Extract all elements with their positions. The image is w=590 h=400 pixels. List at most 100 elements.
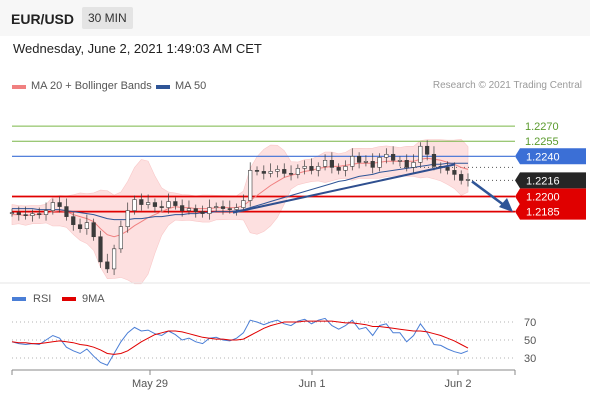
candle-body-53 — [370, 161, 375, 168]
candle-body-22 — [159, 206, 164, 208]
candle-body-60 — [418, 145, 423, 163]
candle-body-45 — [316, 166, 321, 171]
candle-body-27 — [193, 208, 198, 212]
candle-body-38 — [268, 171, 273, 174]
level-tag-3 — [515, 188, 586, 205]
legend-ma20-swatch — [12, 85, 26, 89]
candles-group — [9, 140, 471, 275]
candle-body-37 — [261, 171, 266, 174]
candle-body-61 — [425, 145, 430, 155]
candle-body-19 — [139, 199, 144, 205]
candle-body-40 — [282, 169, 287, 174]
candle-body-66 — [459, 174, 464, 181]
candle-body-20 — [146, 202, 151, 205]
x-tick-label-0: May 29 — [132, 378, 168, 390]
candle-body-23 — [166, 201, 171, 208]
candle-body-15 — [111, 248, 117, 270]
candle-body-17 — [125, 210, 130, 227]
candle-body-51 — [357, 156, 362, 163]
candle-body-48 — [336, 167, 341, 171]
level-label-4: 1.2185 — [526, 207, 560, 219]
candle-body-25 — [180, 205, 185, 211]
current-price-tag — [515, 172, 586, 189]
x-tick-label-1: Jun 1 — [299, 378, 326, 390]
level-label-3: 1.2200 — [526, 192, 560, 204]
legend-rsi-ma-label: 9MA — [82, 293, 105, 305]
candle-body-14 — [105, 261, 110, 270]
candle-body-12 — [91, 222, 96, 238]
level-label-1: 1.2255 — [525, 136, 559, 148]
candle-body-56 — [391, 153, 396, 161]
candle-body-52 — [363, 161, 369, 163]
header-bar: EUR/USD 30 MIN — [0, 0, 590, 36]
legend-rsi-ma-swatch — [62, 297, 76, 301]
legend-ma50-label: MA 50 — [175, 80, 207, 92]
osc-tick-2: 30 — [524, 353, 536, 365]
ma20-line — [12, 157, 469, 238]
candle-body-4 — [37, 213, 42, 215]
candle-body-10 — [77, 224, 83, 229]
trendline — [232, 163, 456, 214]
candle-body-33 — [234, 207, 239, 210]
candle-body-28 — [200, 211, 205, 214]
forecast-arrow-shaft — [471, 180, 507, 208]
candle-body-62 — [431, 153, 437, 167]
candle-body-34 — [241, 200, 246, 208]
level-tag-4 — [515, 203, 586, 220]
candle-body-30 — [214, 206, 219, 208]
credit-label: Research © 2021 Trading Central — [432, 80, 582, 91]
candle-body-67 — [465, 179, 471, 181]
candle-body-57 — [397, 160, 403, 162]
candle-body-1 — [16, 212, 21, 215]
candle-body-16 — [118, 226, 123, 250]
candle-body-31 — [220, 206, 226, 209]
level-label-0: 1.2270 — [525, 121, 559, 133]
candle-body-54 — [377, 157, 382, 168]
candle-body-43 — [302, 166, 307, 169]
candle-body-58 — [404, 160, 409, 168]
level-label-2: 1.2240 — [526, 151, 560, 163]
candle-body-49 — [343, 166, 348, 171]
candle-body-13 — [98, 236, 103, 263]
legend-rsi-swatch — [12, 297, 26, 301]
legend-ma50-swatch — [156, 85, 170, 89]
rsi-ma-line — [11, 320, 469, 355]
candle-body-6 — [50, 202, 55, 211]
candle-body-39 — [275, 169, 280, 172]
legend-ma20-label: MA 20 + Bollinger Bands — [31, 80, 152, 92]
candle-body-24 — [173, 201, 178, 206]
candle-body-35 — [248, 170, 253, 201]
datetime-label: Wednesday, June 2, 2021 1:49:03 AM CET — [13, 41, 262, 56]
candle-body-47 — [329, 160, 334, 168]
candle-body-36 — [254, 170, 260, 172]
candle-body-5 — [43, 210, 49, 215]
candle-body-26 — [186, 208, 192, 211]
current-price-label: 1.2216 — [526, 175, 560, 187]
forecast-arrow-head — [499, 198, 513, 212]
candle-body-64 — [445, 167, 450, 171]
symbol-title: EUR/USD — [11, 11, 75, 27]
candle-body-11 — [84, 222, 89, 229]
candle-body-3 — [30, 213, 35, 216]
candle-body-42 — [295, 168, 300, 175]
candle-body-7 — [57, 202, 62, 207]
candle-body-50 — [350, 156, 355, 167]
osc-tick-0: 70 — [524, 317, 536, 329]
candle-body-41 — [288, 173, 294, 175]
candle-body-59 — [411, 162, 416, 168]
x-tick-label-2: Jun 2 — [445, 378, 472, 390]
candle-body-65 — [452, 170, 457, 175]
candle-body-21 — [152, 202, 158, 207]
candle-body-18 — [132, 199, 137, 211]
timeframe-button[interactable]: 30 MIN — [82, 7, 133, 29]
osc-tick-1: 50 — [524, 335, 536, 347]
candle-body-46 — [322, 160, 328, 167]
rsi-line — [11, 317, 469, 366]
level-tag-2 — [515, 148, 586, 165]
candle-body-32 — [227, 208, 232, 210]
candle-body-55 — [384, 153, 389, 158]
legend-rsi-label: RSI — [33, 293, 52, 305]
candle-body-2 — [23, 214, 28, 216]
